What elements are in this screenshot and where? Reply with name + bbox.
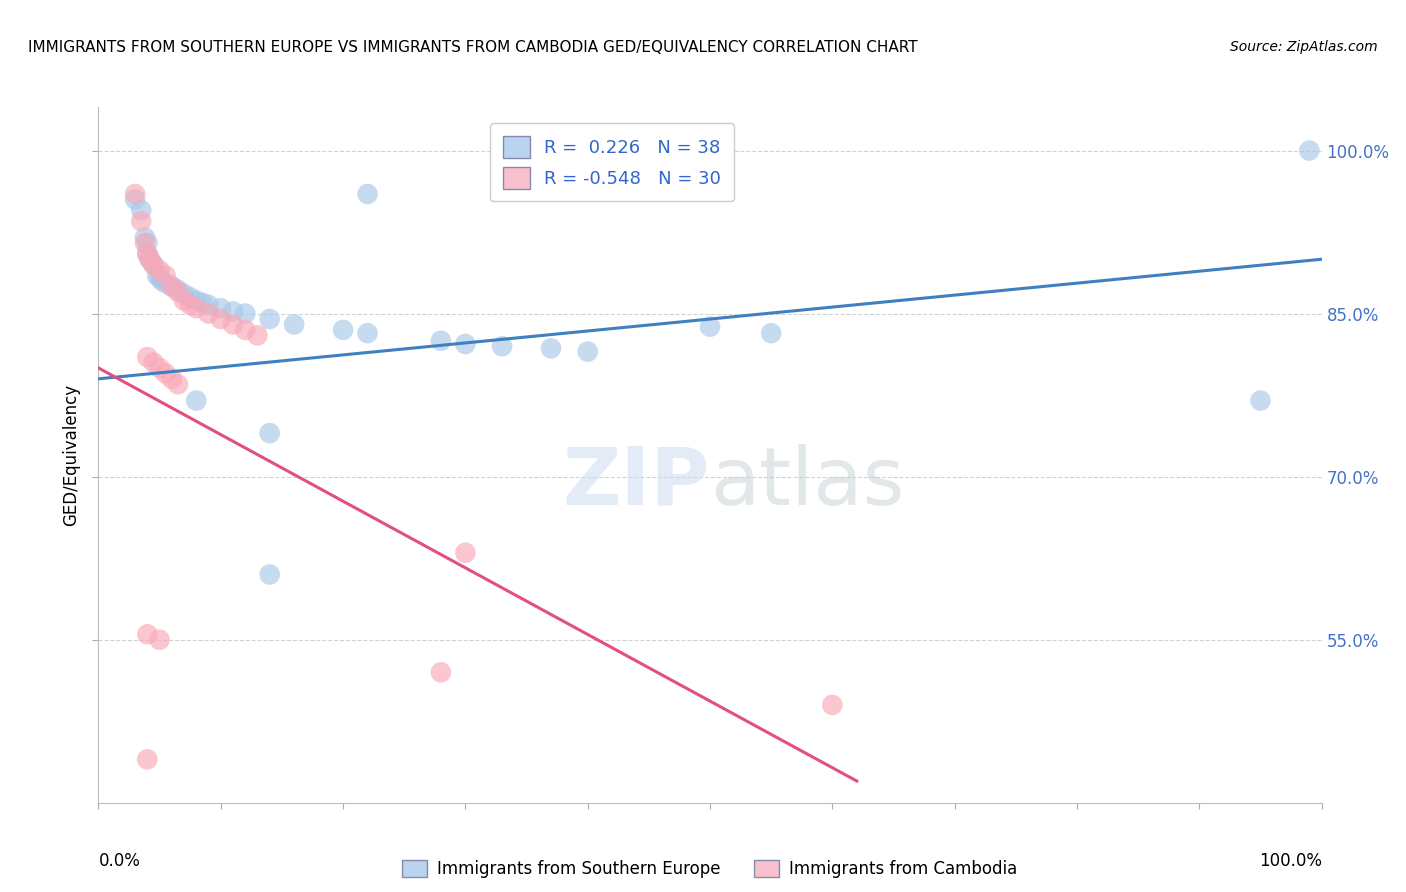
Point [139,252,162,267]
Point [136,350,159,364]
Point [136,247,159,261]
Point [124,187,146,202]
Text: IMMIGRANTS FROM SOUTHERN EUROPE VS IMMIGRANTS FROM CAMBODIA GED/EQUIVALENCY CORR: IMMIGRANTS FROM SOUTHERN EUROPE VS IMMIG… [28,40,918,55]
Point [155,276,177,290]
Point [129,203,152,218]
Point [142,258,165,272]
Point [197,298,219,312]
Point [283,318,305,332]
Point [233,307,256,321]
Legend: Immigrants from Southern Europe, Immigrants from Cambodia: Immigrants from Southern Europe, Immigra… [396,854,1024,885]
Text: 100.0%: 100.0% [1258,852,1322,870]
Point [540,342,562,356]
Text: atlas: atlas [710,443,904,522]
Point [222,304,245,318]
Point [233,323,256,337]
Point [491,339,513,353]
Point [356,326,378,341]
Point [173,287,195,301]
Point [160,279,183,293]
Point [136,235,159,250]
Point [332,323,354,337]
Point [259,567,281,582]
Text: 0.0%: 0.0% [98,852,141,870]
Point [167,377,190,392]
Point [136,627,159,641]
Point [191,295,214,310]
Point [259,312,281,326]
Point [356,187,378,202]
Point [160,279,183,293]
Point [1298,144,1320,158]
Point [186,293,208,308]
Point [209,312,232,326]
Point [430,665,453,680]
Point [149,361,172,376]
Point [149,632,172,647]
Point [699,319,721,334]
Point [761,326,783,341]
Point [149,270,172,285]
Point [136,247,159,261]
Point [155,268,177,283]
Point [576,344,599,359]
Point [179,298,201,312]
Point [173,293,195,308]
Point [259,426,281,441]
Point [222,318,245,332]
Point [134,235,156,250]
Point [821,698,844,712]
Point [246,328,269,343]
Point [160,372,183,386]
Point [179,290,201,304]
Point [209,301,232,315]
Text: Source: ZipAtlas.com: Source: ZipAtlas.com [1230,40,1378,54]
Point [134,230,156,244]
Point [149,263,172,277]
Point [129,214,152,228]
Point [136,752,159,766]
Point [454,337,477,351]
Point [150,274,173,288]
Point [430,334,453,348]
Point [142,258,165,272]
Point [454,546,477,560]
Text: ZIP: ZIP [562,443,710,522]
Point [142,355,165,369]
Point [139,252,162,267]
Point [155,367,177,381]
Point [197,307,219,321]
Point [1249,393,1271,408]
Point [124,193,146,207]
Point [167,283,190,297]
Point [167,285,190,299]
Point [186,393,208,408]
Point [186,301,208,315]
Point [146,268,169,283]
Y-axis label: GED/Equivalency: GED/Equivalency [62,384,80,526]
